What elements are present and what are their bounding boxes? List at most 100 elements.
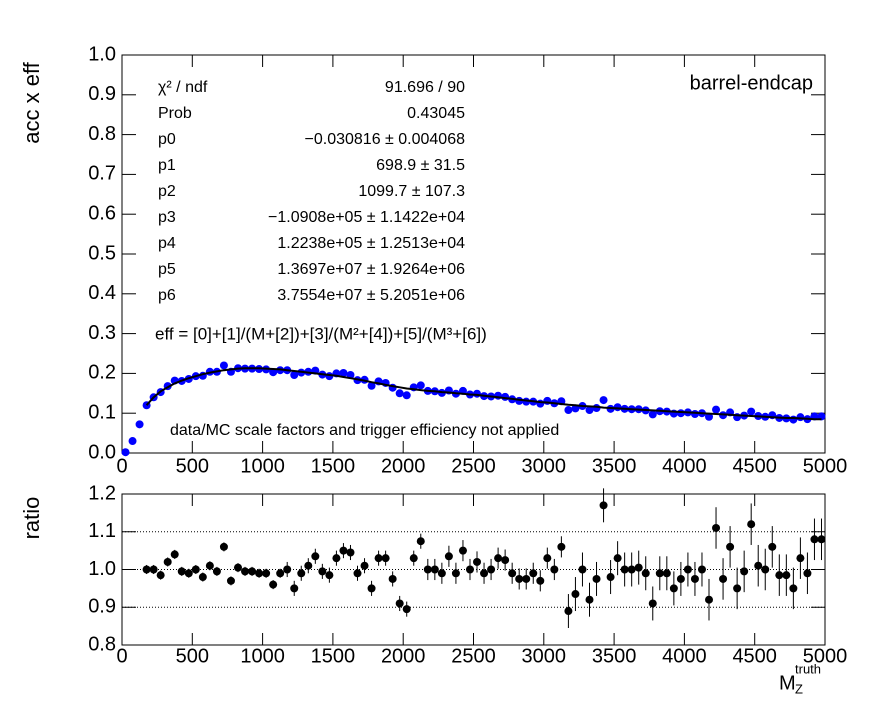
data-point [325,571,334,580]
data-point [733,584,742,593]
data-point [578,565,587,574]
x-tick-label: 1500 [311,645,356,667]
data-point [690,574,699,583]
x-axis-title-superscript: truth [795,661,821,676]
data-point [796,554,805,563]
y-tick-label: 0.7 [88,163,116,185]
data-point [536,576,545,585]
data-point [121,448,130,457]
data-point [480,569,489,578]
data-point [444,552,453,561]
data-point [367,584,376,593]
data-point [564,406,573,415]
data-point [501,556,510,565]
y-tick-label: 0.5 [88,242,116,264]
data-point [226,576,235,585]
data-point [339,369,348,378]
data-point [184,569,193,578]
data-point [557,542,566,551]
data-point [761,565,770,574]
y-tick-label: 0.6 [88,202,116,224]
data-point [219,361,228,370]
data-point [543,554,552,563]
y-tick-label: 0.9 [88,596,116,618]
data-point [458,546,467,555]
x-tick-label: 3000 [522,645,567,667]
region-label: barrel-endcap [690,72,813,94]
data-point [437,569,446,578]
y-tick-label: 0.4 [88,282,116,304]
data-point [789,584,798,593]
data-point [592,574,601,583]
data-point [712,405,721,414]
data-point [648,599,657,608]
data-point [170,550,179,559]
x-tick-label: 3500 [592,455,637,477]
x-axis-title: M [779,672,796,694]
data-point [346,548,355,557]
x-axis-title-subscript: Z [795,681,803,696]
data-point [613,554,622,563]
data-point [374,554,383,563]
data-point [683,565,692,574]
data-point [311,552,320,561]
data-point [395,389,404,398]
data-point [571,590,580,599]
x-tick-label: 500 [176,455,209,477]
data-point [276,569,285,578]
data-point [789,415,798,424]
data-point [726,542,735,551]
data-point [606,573,615,582]
y-tick-label: 0.9 [88,83,116,105]
stat-value: 1099.7 ± 107.3 [358,183,465,200]
x-tick-label: 5000 [803,645,848,667]
data-point [212,567,221,576]
stat-value: 3.7554e+07 ± 5.2051e+06 [277,287,465,304]
stat-value: 698.9 ± 31.5 [376,157,465,174]
data-point [233,563,242,572]
data-point [269,580,278,589]
data-point [149,565,158,574]
note: data/MC scale factors and trigger effici… [170,422,559,439]
stat-name: p5 [158,261,176,278]
data-point [360,561,369,570]
data-point [817,535,826,544]
data-point [508,569,517,578]
data-point [648,410,657,419]
stat-name: p2 [158,183,176,200]
fit-formula: eff = [0]+[1]/(M+[2])+[3]/(M²+[4])+[5]/(… [155,324,487,343]
x-tick-label: 0 [116,455,127,477]
data-point [676,409,685,418]
stat-value: 91.696 / 90 [385,79,465,96]
data-point [613,403,622,412]
x-tick-label: 0 [116,645,127,667]
data-point [142,565,151,574]
data-point [585,595,594,604]
fit-curve [145,367,822,421]
y-tick-label: 0.0 [88,441,116,463]
data-point [719,574,728,583]
stat-name: p6 [158,287,176,304]
x-tick-label: 5000 [803,455,848,477]
data-point [269,368,278,377]
data-point [205,561,214,570]
x-tick-label: 4000 [662,455,707,477]
x-tick-label: 1500 [311,455,356,477]
data-point [473,389,482,398]
data-point [283,565,292,574]
data-point [712,523,721,532]
x-tick-label: 500 [176,645,209,667]
data-point [473,557,482,566]
data-point [163,557,172,566]
y-tick-label: 0.3 [88,322,116,344]
data-point [494,554,503,563]
data-point [381,554,390,563]
data-point [796,413,805,422]
data-point [135,420,144,429]
stat-value: −0.030816 ± 0.004068 [305,131,466,148]
data-point [241,567,250,576]
y-tick-label: 1.2 [88,482,116,504]
y-tick-label: 1.0 [88,558,116,580]
